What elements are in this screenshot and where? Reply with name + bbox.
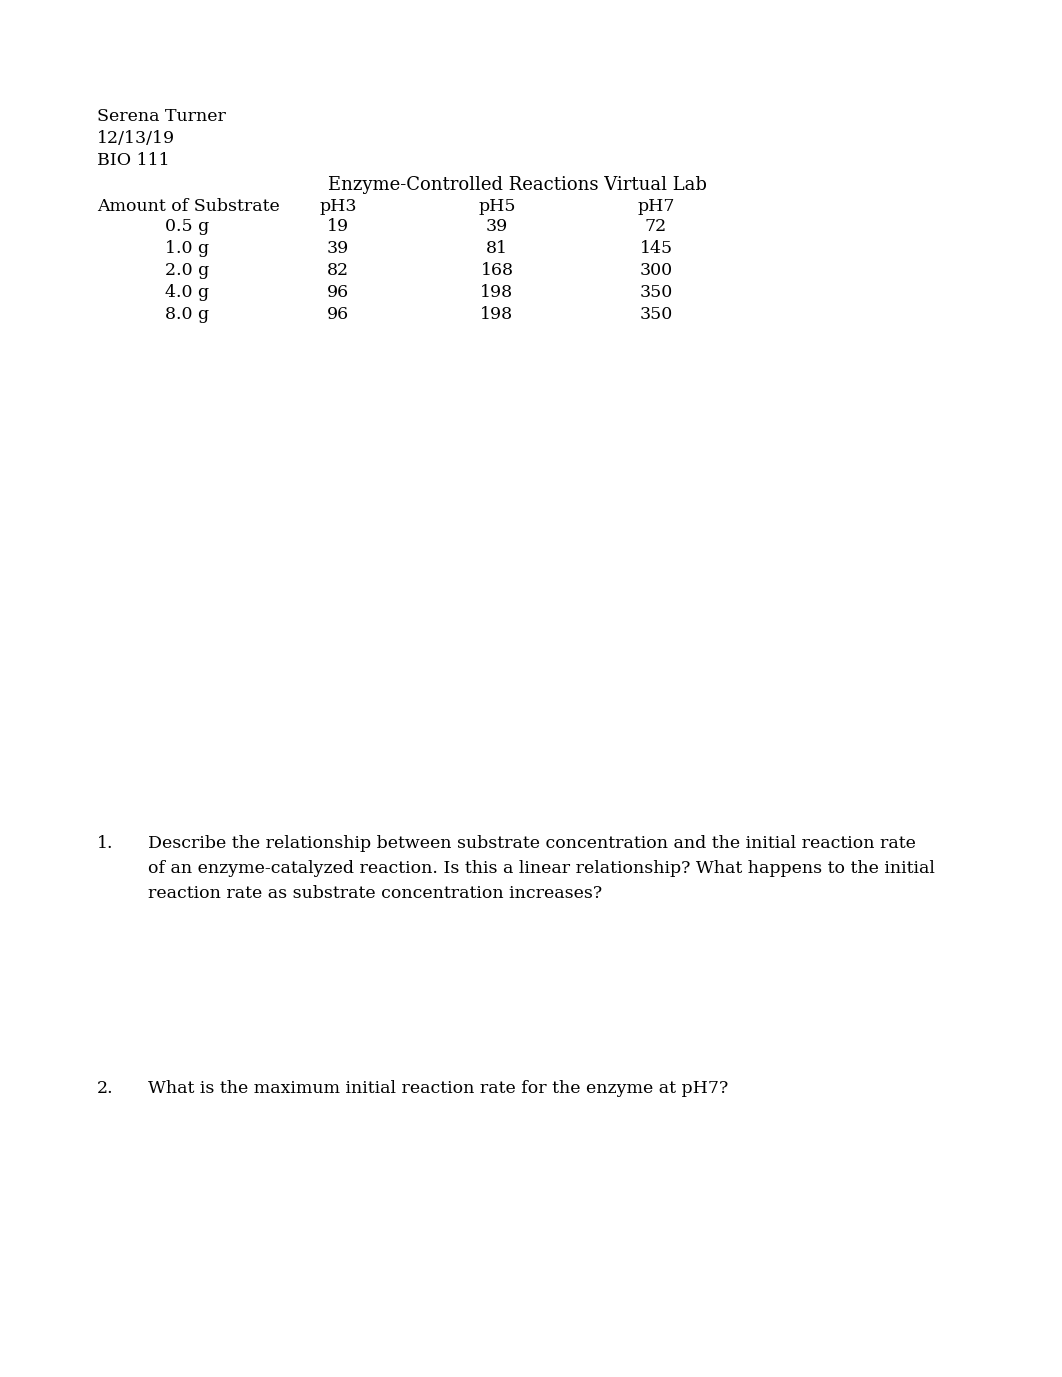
Text: 2.: 2. [97,1080,114,1097]
Text: What is the maximum initial reaction rate for the enzyme at pH7?: What is the maximum initial reaction rat… [148,1080,729,1097]
Text: 198: 198 [480,284,514,302]
Text: 12/13/19: 12/13/19 [97,129,175,147]
Text: 350: 350 [639,306,672,324]
Text: pH7: pH7 [637,198,674,215]
Text: 300: 300 [639,262,672,280]
Text: 19: 19 [327,218,349,235]
Text: 39: 39 [486,218,508,235]
Text: 168: 168 [480,262,514,280]
Text: 39: 39 [327,240,349,257]
Text: 2.0 g: 2.0 g [165,262,209,280]
Text: 4.0 g: 4.0 g [165,284,209,302]
Text: 81: 81 [486,240,508,257]
Text: 82: 82 [327,262,349,280]
Text: Enzyme-Controlled Reactions Virtual Lab: Enzyme-Controlled Reactions Virtual Lab [327,176,706,194]
Text: 96: 96 [327,306,349,324]
Text: pH5: pH5 [478,198,516,215]
Text: BIO 111: BIO 111 [97,151,170,169]
Text: 0.5 g: 0.5 g [165,218,209,235]
Text: 72: 72 [645,218,667,235]
Text: Describe the relationship between substrate concentration and the initial reacti: Describe the relationship between substr… [148,834,935,902]
Text: 8.0 g: 8.0 g [165,306,209,324]
Text: pH3: pH3 [320,198,357,215]
Text: 198: 198 [480,306,514,324]
Text: 96: 96 [327,284,349,302]
Text: 145: 145 [639,240,672,257]
Text: Amount of Substrate: Amount of Substrate [97,198,279,215]
Text: 350: 350 [639,284,672,302]
Text: 1.0 g: 1.0 g [165,240,209,257]
Text: 1.: 1. [97,834,114,852]
Text: Serena Turner: Serena Turner [97,107,226,125]
